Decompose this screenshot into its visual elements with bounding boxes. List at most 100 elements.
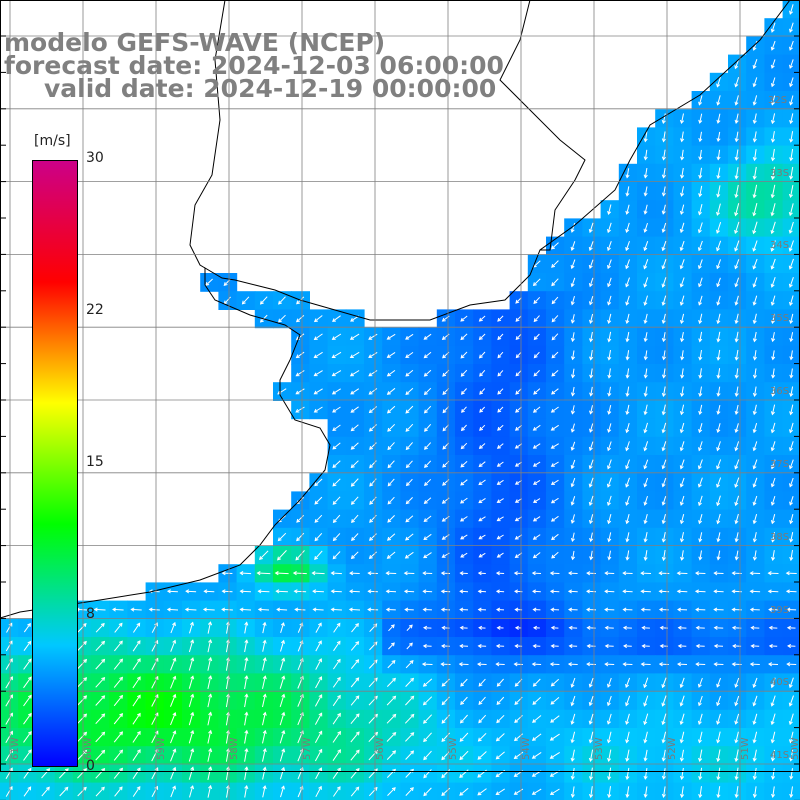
wind-arrow <box>367 607 379 612</box>
wind-arrow <box>734 277 740 288</box>
wind-arrow <box>496 552 504 558</box>
wind-arrow <box>314 496 323 505</box>
wind-arrow <box>405 659 414 669</box>
wind-arrow <box>350 749 360 761</box>
wind-arrow <box>332 749 341 761</box>
wind-arrow <box>570 514 575 524</box>
wind-arrow <box>789 368 794 379</box>
wind-arrow <box>716 495 721 507</box>
wind-arrow <box>170 711 177 726</box>
wind-arrow <box>422 571 433 576</box>
wind-arrow <box>314 550 323 561</box>
wind-arrow <box>788 713 794 726</box>
valid-date: valid date: 2024-12-19 00:00:00 <box>44 74 497 103</box>
wind-arrow <box>93 607 106 612</box>
wind-arrow <box>368 388 378 395</box>
wind-arrow <box>368 424 377 432</box>
wind-arrow <box>607 313 612 325</box>
wind-arrow <box>570 259 576 270</box>
wind-arrow <box>315 658 322 670</box>
wind-arrow <box>661 350 667 361</box>
wind-arrow <box>459 750 469 761</box>
wind-arrow <box>532 461 541 467</box>
wind-arrow <box>221 607 233 612</box>
wind-arrow <box>734 550 739 561</box>
wind-arrow <box>641 643 650 649</box>
wind-arrow <box>770 677 776 689</box>
wind-arrow <box>280 639 285 652</box>
wind-arrow <box>386 551 396 559</box>
wind-arrow <box>479 369 486 377</box>
wind-arrow <box>292 571 307 576</box>
wind-arrow <box>23 658 32 670</box>
wind-arrow <box>406 642 413 650</box>
wind-arrow <box>551 551 559 559</box>
wind-arrow <box>570 295 575 306</box>
wind-arrow <box>716 423 721 434</box>
wind-arrow <box>259 296 268 305</box>
wind-arrow <box>787 643 796 649</box>
wind-arrow <box>496 714 505 724</box>
wind-arrow <box>478 696 486 706</box>
wind-arrow <box>752 767 757 781</box>
wind-arrow <box>279 693 286 708</box>
wind-arrow <box>570 459 576 470</box>
wind-arrow <box>604 607 615 612</box>
wind-arrow <box>607 767 612 781</box>
wind-arrow <box>770 404 776 416</box>
wind-arrow <box>95 786 105 797</box>
wind-arrow <box>296 532 305 542</box>
wind-arrow <box>423 405 432 414</box>
wind-arrow <box>679 749 684 762</box>
wind-arrow <box>551 278 559 287</box>
wind-arrow <box>771 332 776 343</box>
wind-arrow <box>716 203 721 216</box>
wind-arrow <box>786 625 796 630</box>
wind-arrow <box>661 404 666 416</box>
wind-arrow <box>770 477 776 488</box>
wind-arrow <box>496 607 505 612</box>
wind-arrow <box>350 713 360 725</box>
wind-arrow <box>713 662 724 667</box>
wind-arrow <box>606 731 612 744</box>
wind-arrow <box>315 622 322 633</box>
wind-arrow <box>643 404 648 416</box>
lat-label-37s: 37S <box>770 459 790 470</box>
wind-arrow <box>132 640 141 652</box>
wind-arrow <box>698 331 703 343</box>
wind-arrow <box>588 514 594 525</box>
wind-arrow <box>95 713 106 725</box>
wind-arrow <box>460 696 468 706</box>
wind-arrow <box>460 479 468 486</box>
wind-arrow <box>643 168 648 179</box>
wind-arrow <box>625 241 630 252</box>
wind-arrow <box>458 662 469 667</box>
wind-arrow <box>424 423 432 432</box>
wind-arrow <box>295 388 305 395</box>
wind-arrow <box>676 571 688 576</box>
wind-arrow <box>679 713 685 726</box>
wind-arrow <box>770 313 776 325</box>
wind-arrow <box>661 695 667 707</box>
wind-arrow <box>478 497 486 504</box>
wind-arrow <box>789 113 794 125</box>
wind-arrow <box>387 442 395 451</box>
wind-arrow <box>460 534 468 540</box>
wind-arrow <box>643 313 648 325</box>
wind-arrow <box>113 658 124 670</box>
wind-arrow <box>734 149 739 161</box>
lat-label-33s: 33S <box>770 168 790 179</box>
wind-arrow <box>752 166 757 180</box>
wind-arrow <box>221 571 233 576</box>
wind-arrow <box>549 589 560 594</box>
wind-arrow <box>661 713 667 726</box>
wind-arrow <box>332 514 341 524</box>
wind-arrow <box>752 59 758 70</box>
wind-arrow <box>496 696 505 706</box>
wind-arrow <box>680 786 685 799</box>
wind-arrow <box>259 550 269 560</box>
wind-arrow <box>497 406 504 413</box>
wind-arrow <box>770 77 776 88</box>
wind-arrow <box>422 607 432 612</box>
wind-arrow <box>770 713 776 726</box>
